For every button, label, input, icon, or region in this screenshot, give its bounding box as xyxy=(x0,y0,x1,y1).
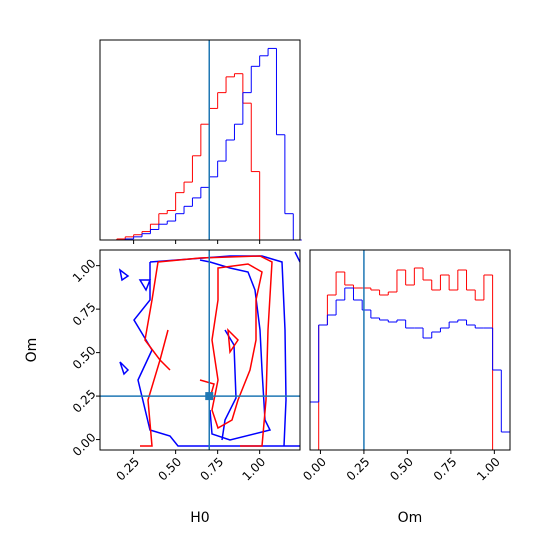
y-tick-label: 0.75 xyxy=(70,300,99,329)
x-tick-label: 1.00 xyxy=(239,455,268,484)
x-axis-label: Om xyxy=(398,510,423,526)
y-tick-label: 1.00 xyxy=(70,256,99,285)
x-tick-label: 0.75 xyxy=(197,455,226,484)
x-tick-label: 0.25 xyxy=(344,455,373,484)
contour xyxy=(159,263,263,430)
y-tick-label: 0.25 xyxy=(70,387,99,416)
y-tick-label: 0.00 xyxy=(70,430,99,459)
x-tick-label: 0.50 xyxy=(387,455,416,484)
contours xyxy=(118,251,300,447)
x-tick-label: 0.75 xyxy=(431,455,460,484)
axes-frame xyxy=(99,39,301,241)
x-tick-label: 0.00 xyxy=(300,455,329,484)
x-tick-label: 1.00 xyxy=(474,455,503,484)
y-tick-label: 0.50 xyxy=(70,343,99,372)
contour xyxy=(118,251,300,447)
x-tick-label: 0.25 xyxy=(113,455,142,484)
y-axis-label: Om xyxy=(24,338,40,363)
x-tick-label: 0.50 xyxy=(155,455,184,484)
axes-frame xyxy=(99,249,301,451)
truth-marker xyxy=(205,392,214,401)
x-axis-label: H0 xyxy=(190,510,209,526)
axes-frame xyxy=(309,249,511,451)
